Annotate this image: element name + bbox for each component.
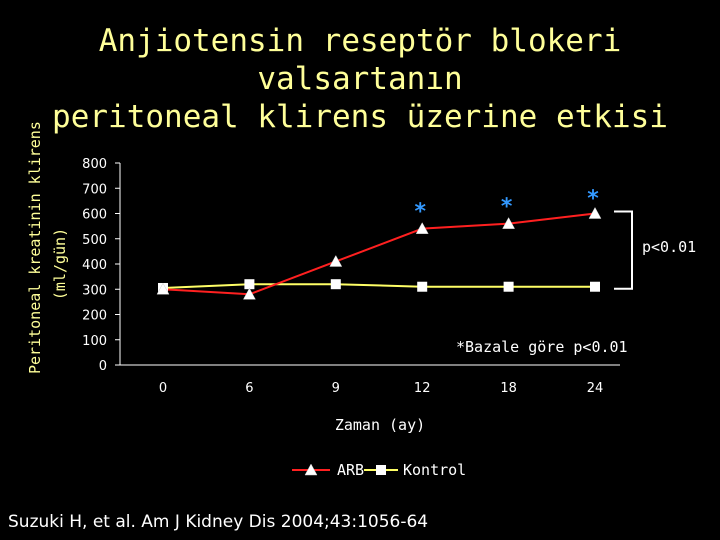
legend-label-kontrol: Kontrol xyxy=(403,461,466,479)
chart-axes xyxy=(115,162,620,366)
legend-marker-kontrol xyxy=(376,465,386,475)
marker-arb xyxy=(502,217,516,229)
series-line-arb xyxy=(162,212,596,296)
legend-marker-arb xyxy=(304,463,318,476)
significance-star: * xyxy=(501,195,513,220)
significance-star: * xyxy=(414,200,426,225)
y-tick-label: 600 xyxy=(82,208,107,223)
citation: Suzuki H, et al. Am J Kidney Dis 2004;43… xyxy=(8,512,429,532)
significance-bracket xyxy=(614,210,633,290)
y-tick-label: 500 xyxy=(82,233,107,248)
marker-kontrol xyxy=(503,281,514,292)
y-tick-label: 0 xyxy=(99,359,107,374)
x-tick-label: 12 xyxy=(414,381,431,396)
y-tick-label: 200 xyxy=(82,309,107,324)
series-line-kontrol xyxy=(162,283,595,289)
legend-label-arb: ARB xyxy=(337,461,364,479)
y-tick-labels: 0 100 200 300 400 500 600 700 800 xyxy=(82,157,107,374)
series-markers xyxy=(156,206,602,300)
x-axis-title: Zaman (ay) xyxy=(335,416,425,434)
y-tick-label: 300 xyxy=(82,283,107,298)
x-tick-label: 9 xyxy=(332,381,340,396)
x-tick-label: 24 xyxy=(587,381,604,396)
x-tick-labels: 0 6 9 12 18 24 xyxy=(159,381,603,396)
baseline-note: *Bazale göre p<0.01 xyxy=(456,338,628,356)
marker-arb xyxy=(588,206,602,219)
chart-title-line2: peritoneal klirens üzerine etkisi xyxy=(52,99,668,135)
marker-arb xyxy=(415,222,429,234)
marker-arb xyxy=(329,254,343,267)
marker-arb xyxy=(242,287,256,300)
y-tick-label: 800 xyxy=(82,157,107,172)
chart-title-line1: Anjiotensin reseptör blokeri valsartanın xyxy=(98,23,622,97)
marker-kontrol xyxy=(417,281,428,292)
series-lines xyxy=(162,212,596,296)
legend: ARB Kontrol xyxy=(292,461,466,479)
x-tick-label: 18 xyxy=(500,381,517,396)
marker-kontrol xyxy=(244,279,255,290)
p-value-label: p<0.01 xyxy=(642,238,696,256)
chart-title: Anjiotensin reseptör blokeri valsartanın… xyxy=(0,22,720,136)
y-tick-label: 400 xyxy=(82,258,107,273)
y-tick-label: 700 xyxy=(82,182,107,197)
significance-stars: * * * xyxy=(414,187,599,225)
marker-kontrol xyxy=(330,279,341,290)
x-tick-label: 6 xyxy=(245,381,253,396)
bracket-line xyxy=(614,210,633,290)
y-tick-label: 100 xyxy=(82,334,107,349)
x-tick-label: 0 xyxy=(159,381,167,396)
marker-kontrol xyxy=(590,281,600,292)
significance-star: * xyxy=(587,187,599,212)
marker-arb xyxy=(156,282,170,295)
